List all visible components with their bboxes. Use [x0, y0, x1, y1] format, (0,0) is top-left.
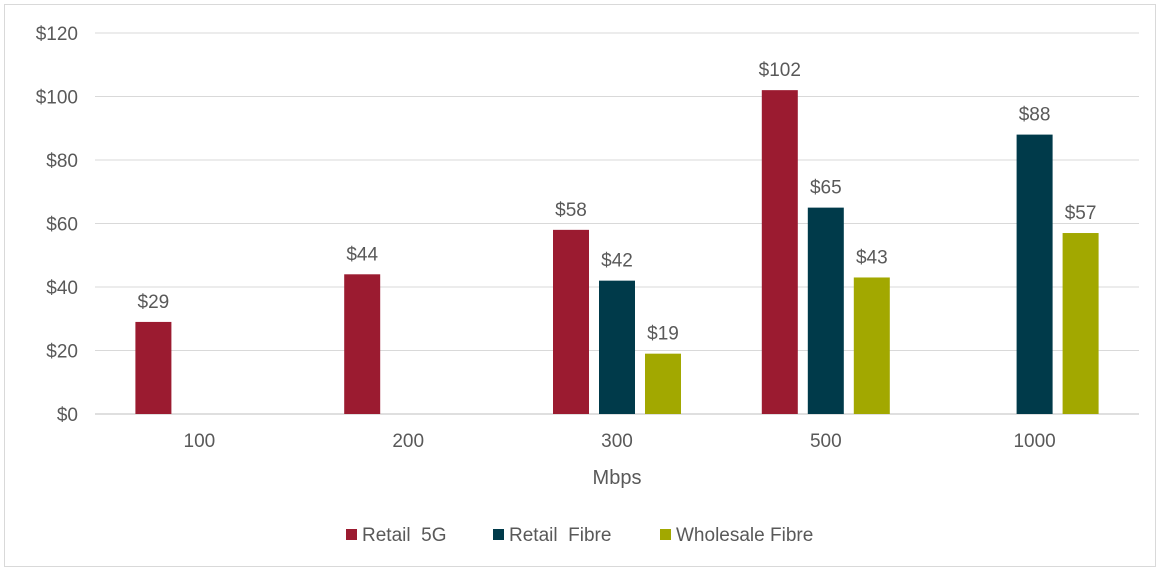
bar: [807, 207, 844, 414]
data-label: $58: [555, 200, 587, 221]
bar: [761, 90, 798, 415]
bar: [1062, 233, 1099, 414]
data-labels: $29 $44 $58 $42 $19 $102 $65 $43 $88 $57: [138, 60, 1097, 345]
y-tick-label: $80: [46, 151, 78, 172]
legend-label: Wholesale Fibre: [676, 525, 813, 546]
data-label: $43: [856, 247, 888, 268]
gridlines: [95, 32, 1139, 415]
y-tick-label: $40: [46, 278, 78, 299]
bar: [599, 280, 635, 414]
data-label: $102: [759, 60, 801, 81]
y-tick-label: $100: [36, 88, 78, 109]
y-tick-label: $20: [46, 342, 78, 363]
y-tick-label: $0: [57, 405, 78, 426]
data-label: $19: [647, 324, 679, 345]
legend-swatch: [346, 529, 357, 540]
bar: [135, 321, 172, 414]
data-label: $65: [810, 178, 842, 199]
bar: [645, 353, 681, 414]
legend-swatch: [660, 529, 671, 540]
legend-swatch: [493, 529, 504, 540]
x-tick-label: 200: [392, 431, 424, 452]
x-tick-label: 300: [601, 431, 633, 452]
data-label: $42: [601, 251, 633, 272]
x-axis-title: Mbps: [593, 467, 642, 489]
x-tick-label: 100: [184, 431, 216, 452]
legend-label: Retail 5G: [362, 525, 446, 546]
data-label: $29: [138, 292, 170, 313]
bar: [853, 277, 890, 414]
x-axis-ticks: 100 200 300 500 1000: [184, 431, 1056, 452]
x-tick-label: 1000: [1013, 431, 1055, 452]
y-tick-label: $120: [36, 24, 78, 45]
bar: [553, 229, 589, 414]
bar: [1016, 134, 1053, 414]
legend-label: Retail Fibre: [509, 525, 611, 546]
data-label: $44: [346, 244, 378, 265]
y-axis-ticks: $0 $20 $40 $60 $80 $100 $120: [36, 24, 78, 426]
bars: [135, 90, 1099, 415]
x-tick-label: 500: [810, 431, 842, 452]
data-label: $57: [1065, 203, 1097, 224]
bar: [344, 274, 381, 414]
y-tick-label: $60: [46, 215, 78, 236]
legend: Retail 5G Retail Fibre Wholesale Fibre: [346, 525, 813, 546]
data-label: $88: [1019, 105, 1051, 126]
